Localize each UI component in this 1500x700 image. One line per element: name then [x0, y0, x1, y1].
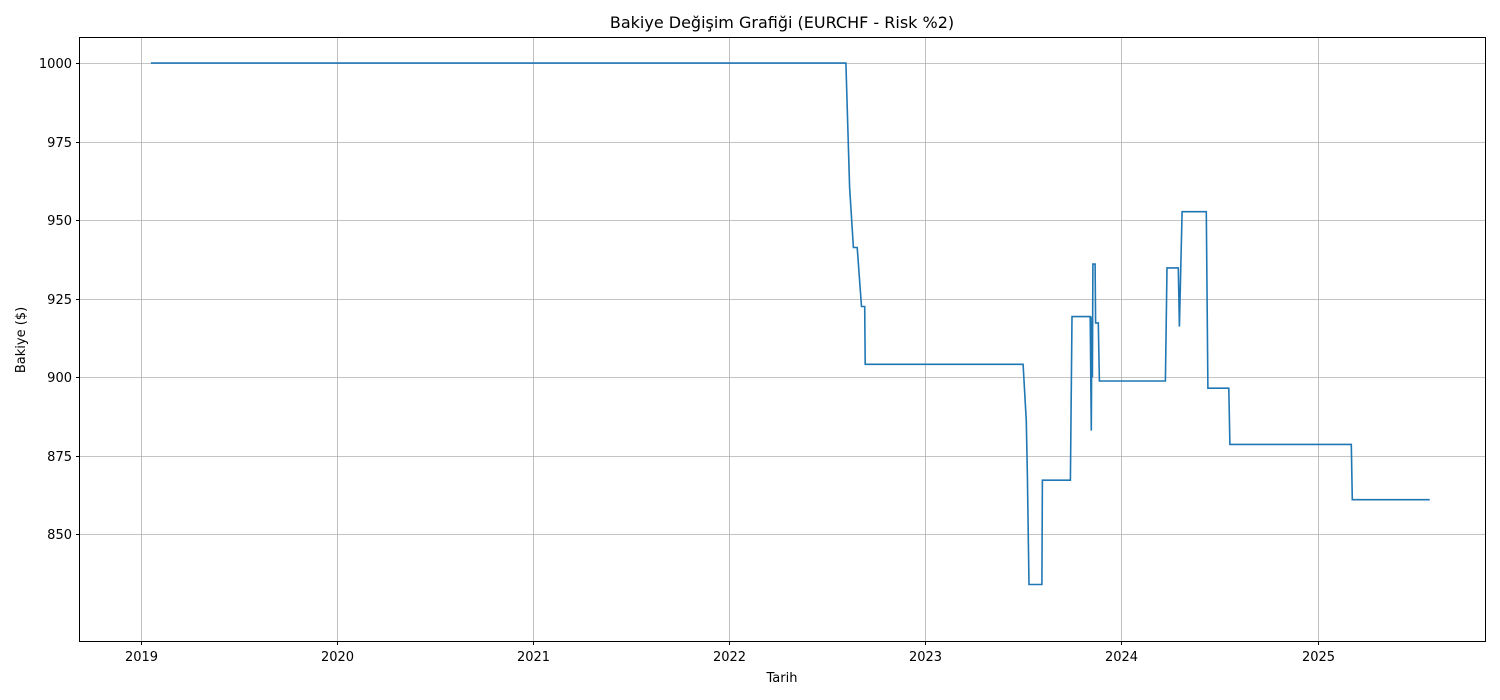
balance-series-line [150, 62, 1430, 586]
x-tick-label: 2024 [1105, 650, 1138, 665]
grid [80, 38, 1485, 641]
y-tick-label: 850 [47, 528, 72, 543]
y-tick-label: 900 [47, 371, 72, 386]
x-tick-label: 2019 [125, 650, 158, 665]
y-tick-label: 950 [47, 214, 72, 229]
y-tick-label: 925 [47, 293, 72, 308]
x-tick-label: 2022 [713, 650, 746, 665]
y-axis-label: Bakiye ($) [14, 307, 29, 373]
y-tick-label: 1000 [39, 57, 72, 72]
x-tick-label: 2023 [909, 650, 942, 665]
y-axis-ticks: 850 875 900 925 950 975 1000 [39, 57, 80, 543]
x-tick-label: 2020 [321, 650, 354, 665]
x-axis-label: Tarih [766, 671, 798, 686]
y-tick-label: 875 [47, 450, 72, 465]
x-axis-ticks: 2019 2020 2021 2022 2023 2024 2025 [125, 641, 1335, 665]
plot-area-frame [79, 37, 1486, 642]
chart-title: Bakiye Değişim Grafiği (EURCHF - Risk %2… [610, 13, 954, 32]
y-tick-label: 975 [47, 136, 72, 151]
x-tick-label: 2025 [1302, 650, 1335, 665]
x-tick-label: 2021 [517, 650, 550, 665]
